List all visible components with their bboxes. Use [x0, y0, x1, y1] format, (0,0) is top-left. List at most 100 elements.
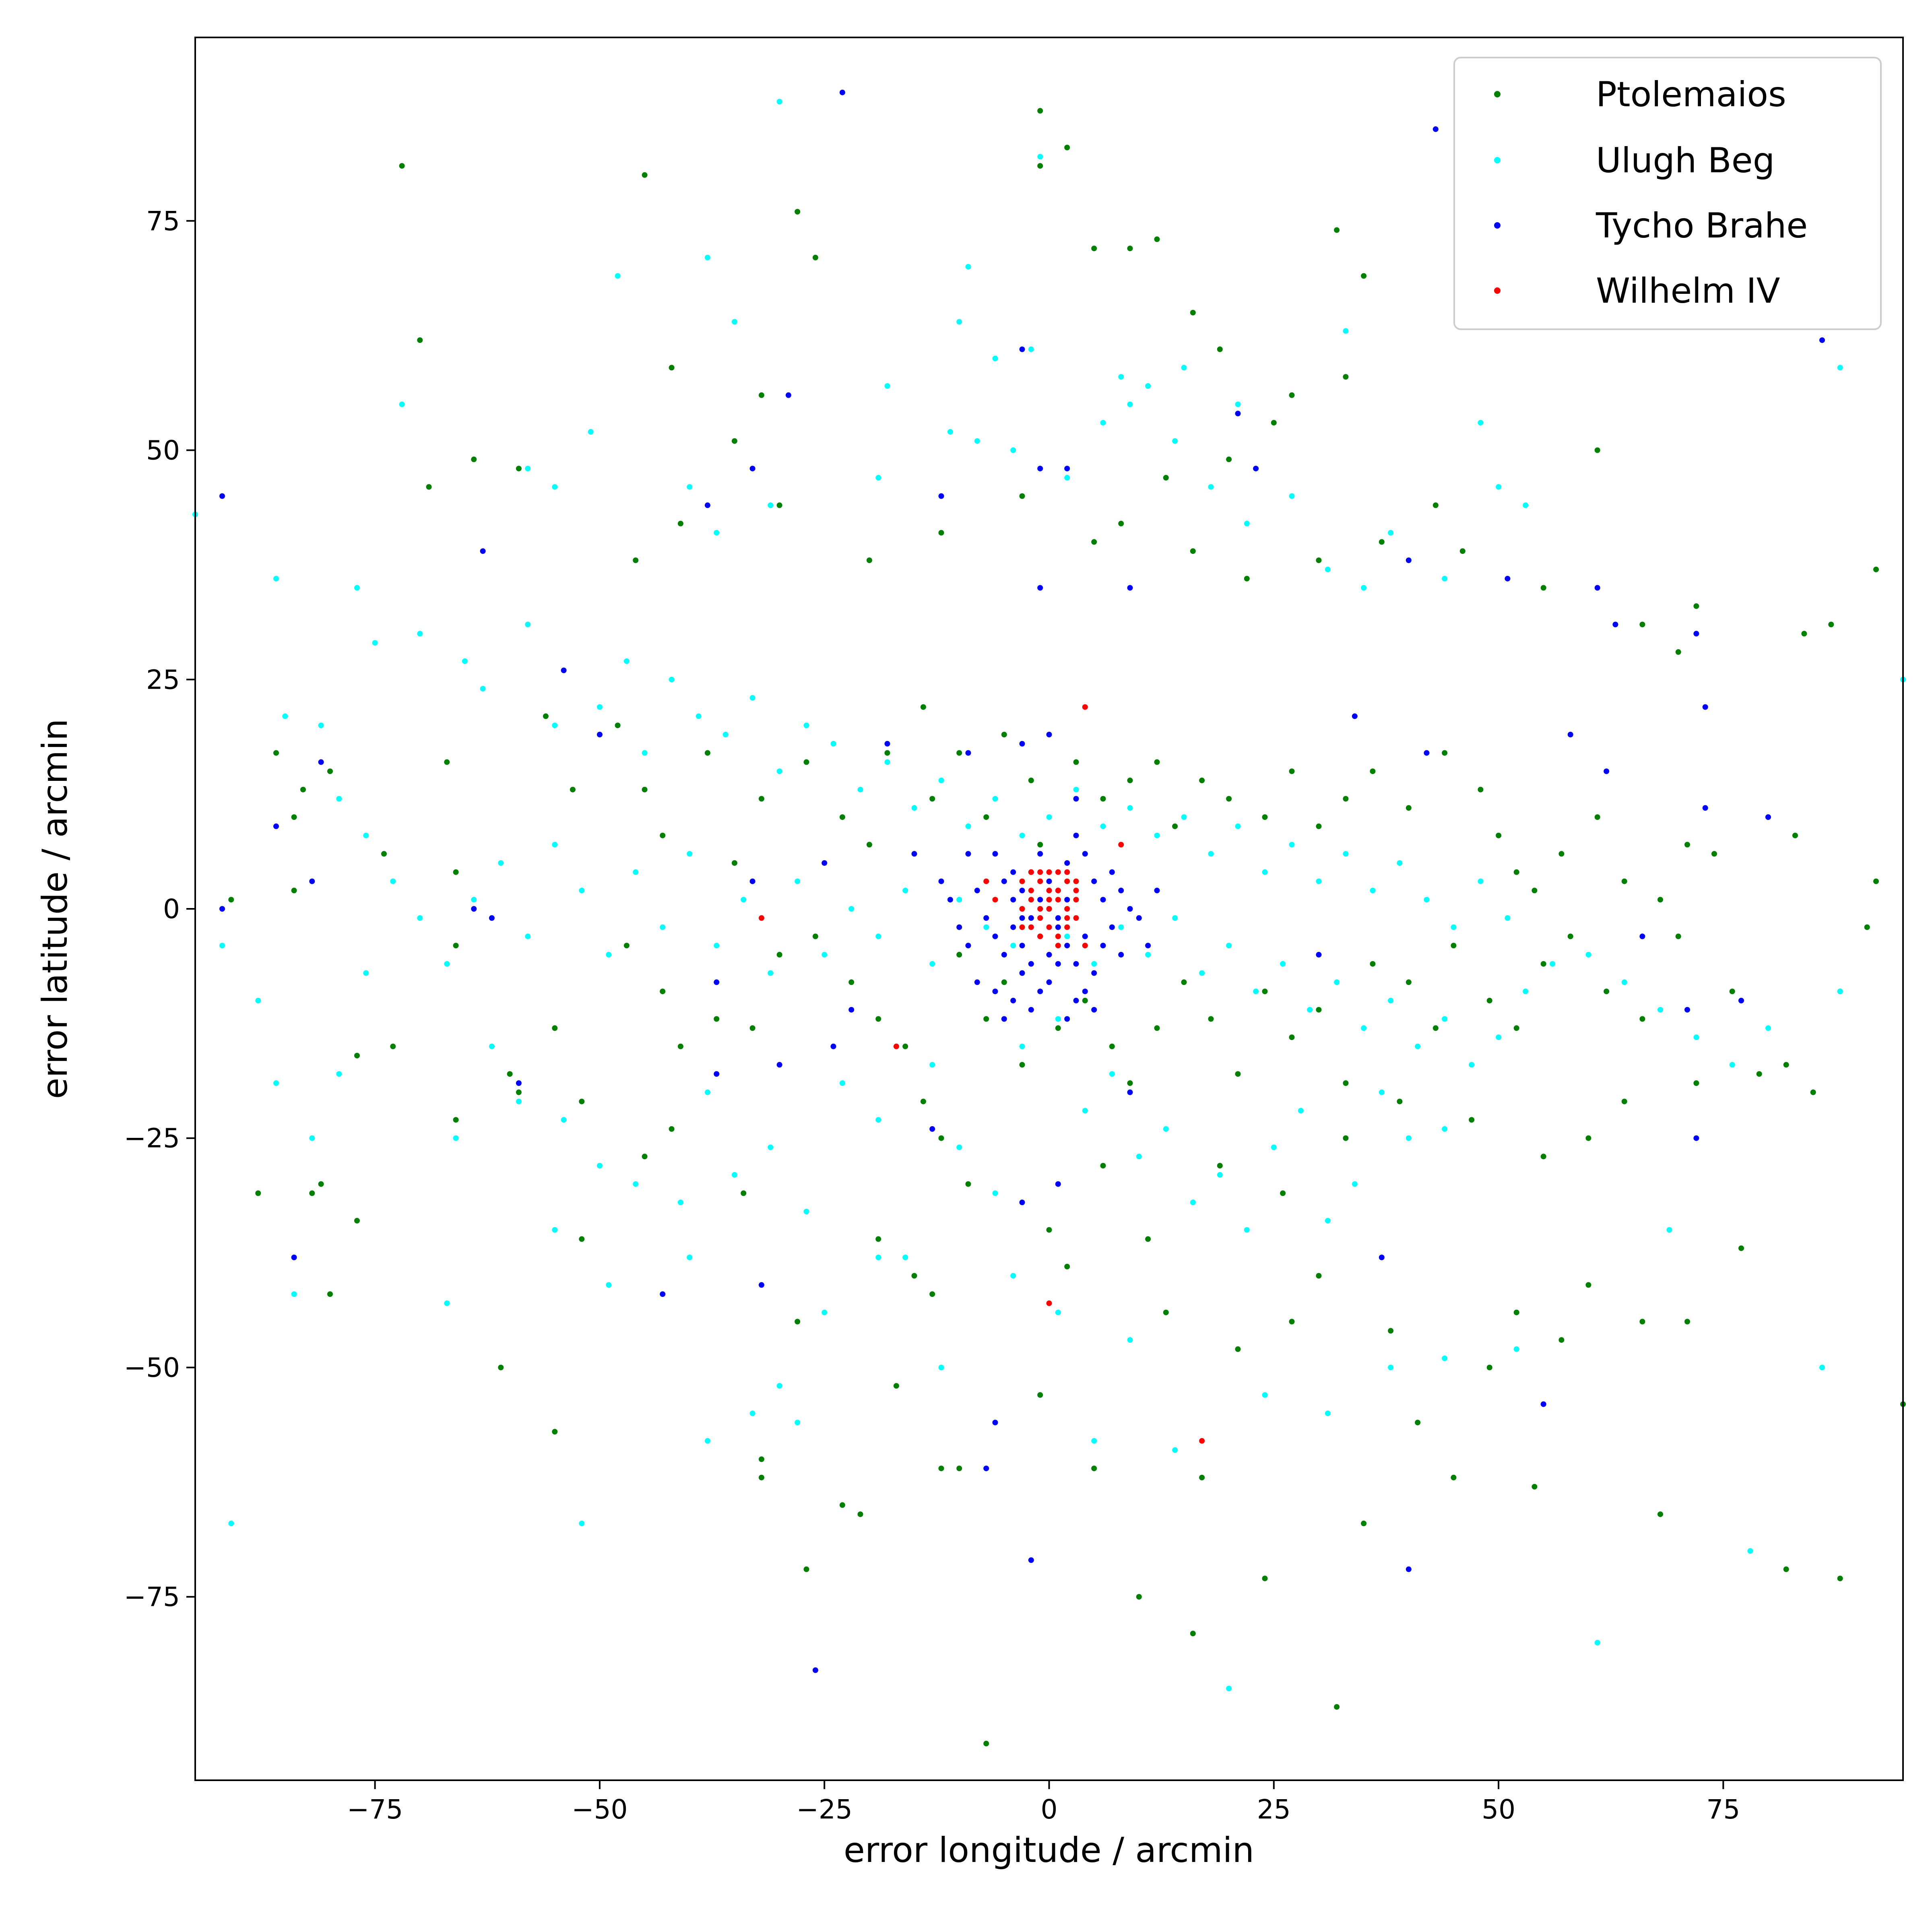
data-point: [1496, 484, 1502, 490]
data-point: [1226, 456, 1232, 462]
data-point: [1406, 805, 1412, 811]
data-point: [1208, 484, 1214, 490]
data-point: [219, 493, 225, 499]
data-point: [1001, 1016, 1007, 1022]
data-point: [1361, 585, 1367, 591]
data-point: [1226, 796, 1232, 802]
data-point: [1046, 888, 1052, 894]
data-point: [1064, 933, 1070, 939]
data-point: [731, 1172, 737, 1178]
data-point: [462, 658, 468, 664]
data-point: [1037, 585, 1043, 591]
data-point: [704, 750, 710, 756]
data-point: [1037, 842, 1043, 848]
data-point: [1082, 943, 1088, 949]
data-point: [1019, 970, 1025, 976]
data-point: [597, 704, 603, 710]
data-point: [1567, 933, 1573, 939]
data-point: [1064, 878, 1070, 884]
data-point: [1289, 392, 1295, 398]
legend-marker: [1494, 222, 1501, 229]
data-point: [1118, 888, 1124, 894]
data-point: [1082, 704, 1088, 710]
data-point: [1181, 365, 1187, 371]
data-point: [714, 979, 720, 985]
data-point: [687, 1255, 693, 1260]
data-point: [1199, 970, 1205, 976]
data-point: [1100, 943, 1106, 949]
data-point: [273, 1080, 279, 1086]
data-point: [1567, 732, 1573, 737]
data-point: [417, 337, 423, 343]
data-point: [1010, 924, 1016, 930]
data-point: [1019, 888, 1025, 894]
data-point: [1046, 1300, 1052, 1306]
data-point: [1675, 933, 1681, 939]
data-point: [228, 897, 234, 903]
data-point: [363, 832, 369, 838]
series-1: [192, 99, 1906, 1692]
data-point: [1073, 759, 1079, 765]
data-point: [1496, 832, 1502, 838]
data-point: [1693, 603, 1699, 609]
data-point: [1064, 475, 1070, 481]
data-point: [390, 1043, 396, 1049]
data-point: [1064, 1263, 1070, 1269]
data-point: [588, 429, 594, 435]
data-point: [615, 273, 621, 279]
data-point: [1118, 842, 1124, 848]
data-point: [1118, 924, 1124, 930]
data-point: [1783, 1062, 1789, 1068]
data-point: [1055, 897, 1061, 903]
data-point: [1010, 1273, 1016, 1279]
data-point: [1172, 823, 1178, 829]
data-point: [1765, 1025, 1771, 1031]
data-point: [552, 722, 558, 729]
data-point: [822, 860, 828, 866]
data-point: [1010, 447, 1016, 453]
data-point: [1343, 1080, 1349, 1086]
data-point: [1190, 1199, 1196, 1205]
data-point: [1657, 897, 1663, 903]
x-tick-label: −50: [572, 1794, 627, 1825]
data-point: [1442, 576, 1448, 582]
data-point: [1010, 897, 1016, 903]
data-point: [219, 943, 225, 949]
data-point: [848, 979, 855, 985]
data-point: [660, 989, 666, 995]
legend-frame: [1453, 57, 1882, 330]
data-point: [1217, 1172, 1223, 1178]
data-point: [1621, 878, 1627, 884]
data-point: [1370, 768, 1376, 774]
data-point: [1127, 246, 1133, 252]
data-point: [1316, 952, 1322, 958]
data-point: [444, 759, 450, 765]
data-point: [417, 631, 423, 637]
data-point: [1316, 823, 1322, 829]
data-point: [983, 1016, 989, 1022]
data-point: [623, 658, 630, 664]
data-point: [1289, 493, 1295, 499]
data-point: [929, 796, 935, 802]
data-point: [704, 1438, 710, 1444]
y-tick-label: −75: [124, 1581, 180, 1612]
data-point: [1496, 1034, 1502, 1040]
data-point: [731, 319, 737, 325]
data-point: [597, 732, 603, 737]
data-point: [1172, 438, 1178, 444]
data-point: [309, 1190, 315, 1196]
data-point: [1540, 1154, 1546, 1160]
data-point: [983, 814, 989, 820]
legend-marker: [1494, 157, 1501, 163]
data-point: [741, 897, 747, 903]
data-point: [1280, 1190, 1286, 1196]
data-point: [875, 475, 881, 481]
data-point: [776, 99, 782, 105]
data-point: [327, 1291, 333, 1297]
data-point: [1505, 915, 1511, 921]
data-point: [1073, 796, 1079, 802]
data-point: [1621, 1098, 1627, 1104]
data-point: [606, 952, 612, 958]
data-point: [1028, 777, 1034, 783]
data-point: [1801, 631, 1807, 637]
